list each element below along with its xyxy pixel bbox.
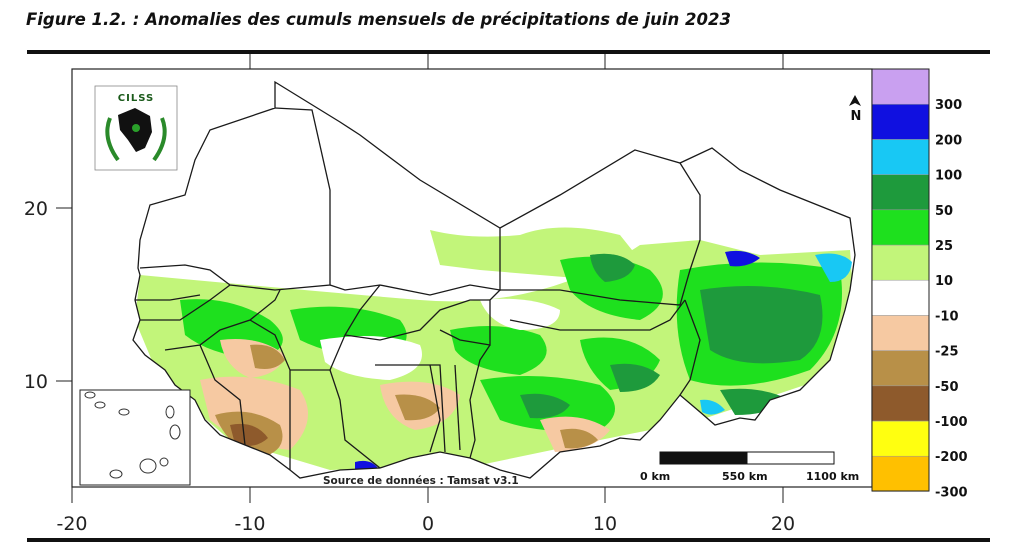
- x-axis: -20 -10 0 10 20: [56, 487, 795, 535]
- top-ticks: [249, 54, 784, 69]
- legend-swatch: [871, 244, 930, 281]
- legend-label: 100: [935, 169, 962, 184]
- svg-text:10: 10: [24, 371, 48, 393]
- legend-label: 25: [935, 239, 953, 254]
- bottom-rule: [27, 538, 990, 542]
- svg-text:CILSS: CILSS: [118, 93, 154, 104]
- svg-text:0 km: 0 km: [640, 470, 670, 483]
- legend-label: -25: [935, 345, 959, 360]
- svg-text:550 km: 550 km: [722, 470, 768, 483]
- legend-label: -300: [935, 485, 968, 500]
- legend-swatch: [871, 279, 930, 316]
- scale-bar: 0 km 550 km 1100 km: [640, 451, 859, 483]
- legend-label: -50: [935, 380, 959, 395]
- legend-swatch: [871, 315, 930, 351]
- north-arrow-icon: N: [849, 95, 861, 124]
- svg-text:10: 10: [593, 513, 617, 535]
- legend-label: -100: [935, 415, 968, 430]
- legend-swatch: [871, 455, 930, 492]
- legend-label: 10: [935, 274, 953, 289]
- y-axis: 20 10: [24, 198, 72, 393]
- legend-label: 300: [935, 98, 962, 113]
- legend-swatch: [871, 385, 930, 422]
- legend-swatch: [871, 420, 930, 457]
- legend-swatch: [871, 350, 930, 387]
- svg-text:20: 20: [771, 513, 795, 535]
- figure-title: Figure 1.2. : Anomalies des cumuls mensu…: [26, 10, 731, 29]
- legend-label: -10: [935, 309, 959, 324]
- legend-swatch: [871, 139, 930, 175]
- top-rule: [27, 50, 990, 54]
- legend-swatch: [871, 209, 930, 246]
- legend: 300 200 100 50 25 10 -10 -25 -50 -100 -200 -300: [871, 68, 968, 500]
- country-borders: [132, 80, 856, 479]
- svg-text:1100 km: 1100 km: [806, 470, 859, 483]
- legend-label: 200: [935, 133, 962, 148]
- svg-text:0: 0: [422, 513, 434, 535]
- cilss-logo: CILSS: [94, 85, 178, 171]
- legend-label: 50: [935, 204, 953, 219]
- cabo-verde-inset: [79, 389, 191, 486]
- legend-swatch: [871, 174, 930, 211]
- svg-text:20: 20: [24, 198, 48, 220]
- legend-label: -200: [935, 450, 968, 465]
- svg-text:N: N: [851, 109, 862, 124]
- legend-swatch: [871, 103, 930, 140]
- svg-text:-20: -20: [56, 513, 87, 535]
- legend-swatch: [871, 68, 930, 105]
- source-text: Source de données : Tamsat v3.1: [323, 475, 519, 487]
- svg-text:-10: -10: [234, 513, 265, 535]
